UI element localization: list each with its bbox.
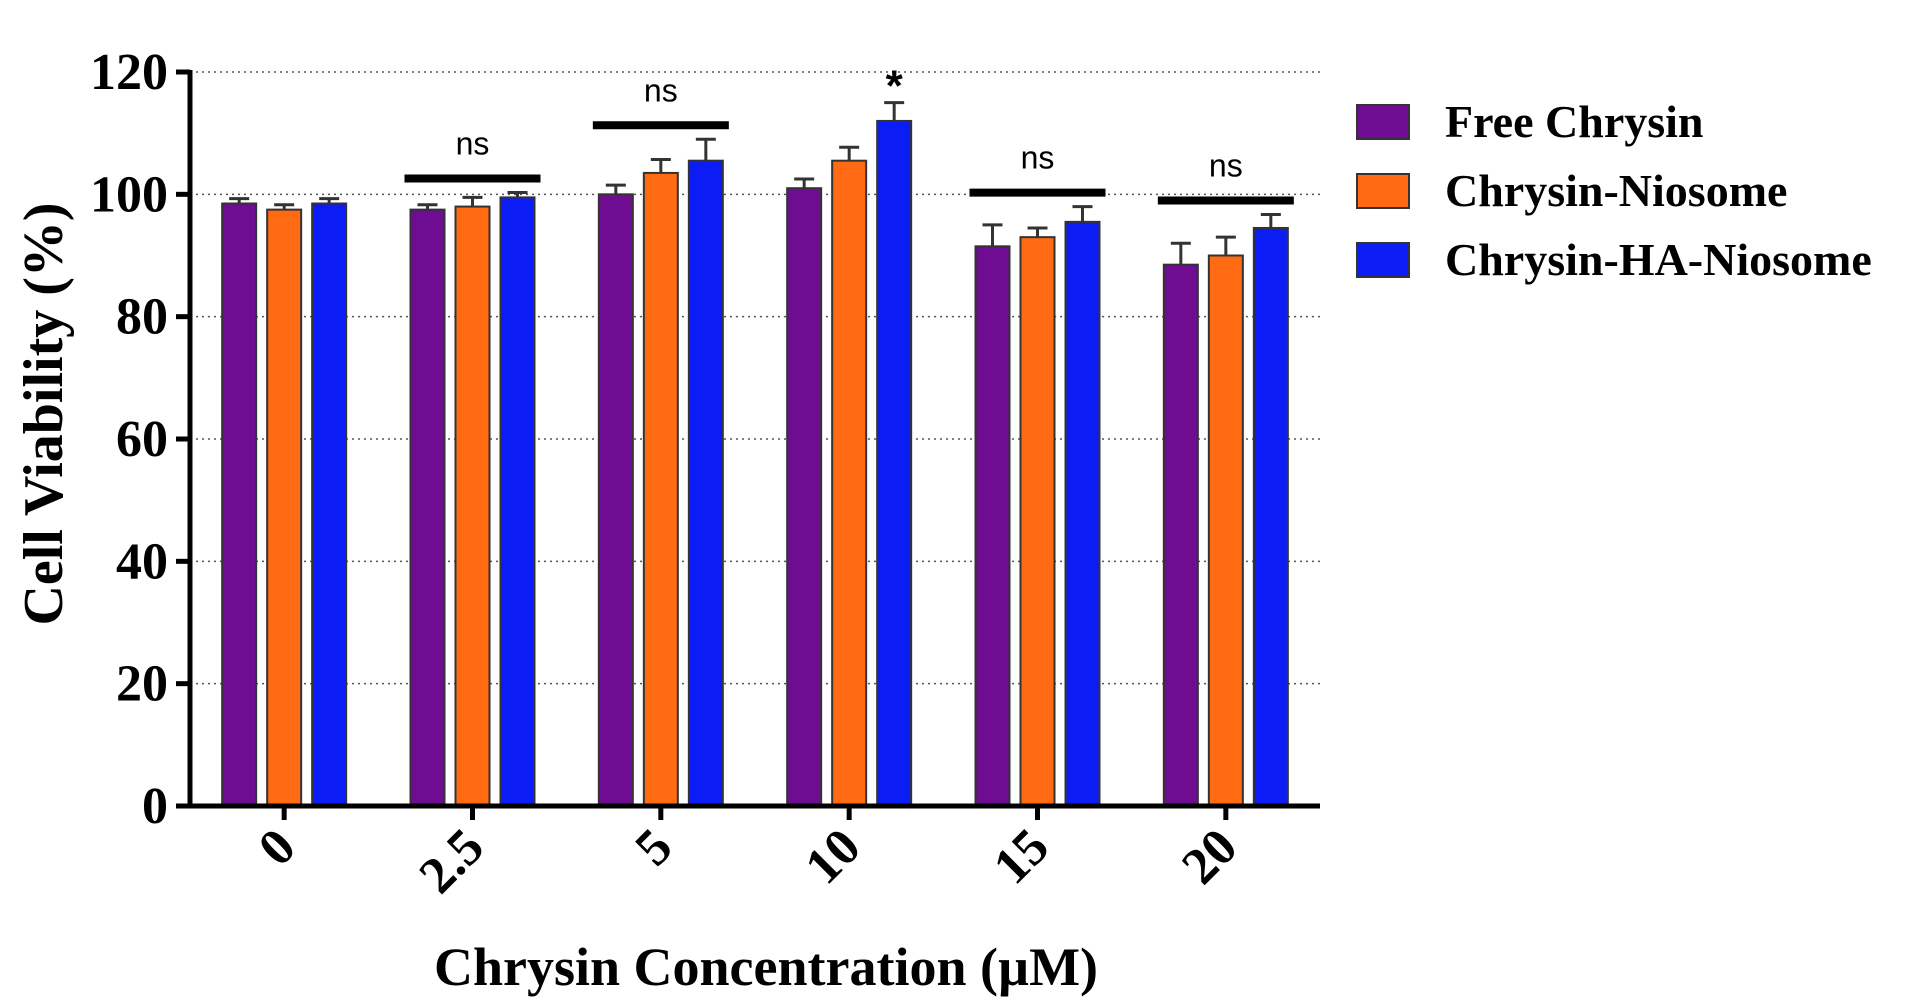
x-tick-label: 15: [983, 818, 1060, 895]
bar: [409, 208, 446, 807]
x-tick-labels: 0 2.5 5 10 15 20: [248, 818, 1248, 904]
significance-label: ns: [456, 125, 490, 161]
bar: [1252, 226, 1289, 808]
legend-swatch: [1356, 173, 1410, 209]
bar: [1064, 220, 1101, 807]
legend-label: Chrysin-HA-Niosome: [1445, 234, 1872, 285]
bar: [974, 245, 1011, 807]
bar: [1019, 236, 1056, 807]
legend-label: Free Chrysin: [1445, 96, 1704, 147]
axes: [176, 69, 1320, 820]
bar: [499, 196, 536, 807]
bar: [266, 208, 303, 807]
y-axis-label: Cell Viability (%): [13, 202, 75, 625]
error-bars: [229, 101, 1281, 265]
significance-label: ns: [1209, 148, 1243, 184]
legend: Free Chrysin Chrysin-Niosome Chrysin-HA-Ni…: [1356, 96, 1872, 285]
bar: [454, 205, 491, 808]
bar: [221, 202, 258, 807]
bar: [597, 193, 634, 808]
significance-annotations: ns ns * ns ns: [404, 62, 1294, 205]
bar: [1162, 263, 1199, 807]
bar: [831, 159, 868, 808]
legend-swatch: [1356, 104, 1410, 140]
y-tick-label: 60: [116, 411, 168, 468]
y-tick-labels: 0 20 40 60 80 100 120: [90, 44, 168, 835]
bar: [876, 119, 913, 807]
y-tick-label: 80: [116, 289, 168, 346]
bar: [687, 159, 724, 808]
x-tick-label: 10: [795, 818, 872, 895]
y-tick-label: 120: [90, 44, 168, 101]
bar: [311, 202, 348, 807]
y-tick-label: 100: [90, 166, 168, 223]
bar: [786, 187, 823, 807]
bar: [1207, 254, 1244, 807]
x-tick-label: 20: [1171, 818, 1248, 895]
x-axis-label: Chrysin Concentration (µM): [434, 937, 1098, 997]
y-tick-label: 40: [116, 533, 168, 590]
grid-lines: [190, 71, 1320, 685]
y-tick-label: 0: [142, 778, 168, 835]
x-tick-label: 5: [625, 818, 684, 877]
legend-label: Chrysin-Niosome: [1445, 165, 1787, 216]
y-tick-label: 20: [116, 656, 168, 713]
x-tick-label: 2.5: [409, 818, 495, 904]
bars: [221, 119, 1289, 808]
significance-label: *: [886, 62, 904, 111]
bar: [642, 171, 679, 808]
significance-label: ns: [644, 72, 678, 108]
significance-label: ns: [1021, 140, 1055, 176]
x-tick-label: 0: [248, 818, 307, 877]
legend-swatch: [1356, 242, 1410, 278]
